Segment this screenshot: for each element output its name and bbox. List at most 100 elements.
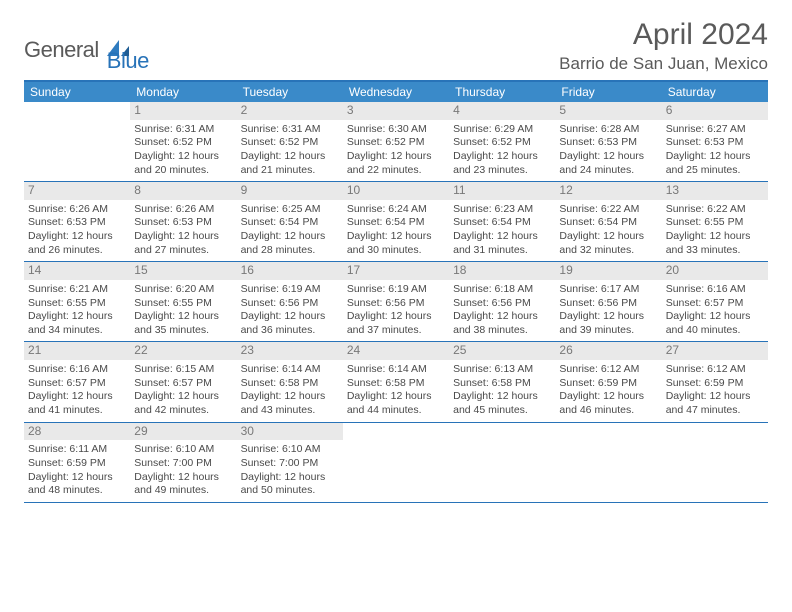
day-cell: 14Sunrise: 6:21 AMSunset: 6:55 PMDayligh…: [24, 262, 130, 341]
empty-cell: .: [555, 423, 661, 502]
day-cell: 24Sunrise: 6:14 AMSunset: 6:58 PMDayligh…: [343, 342, 449, 421]
daylight-line: Daylight: 12 hours and 38 minutes.: [453, 310, 551, 337]
day-number: 11: [449, 182, 555, 200]
sunset-line: Sunset: 6:54 PM: [347, 216, 445, 230]
day-number: 24: [343, 342, 449, 360]
day-number: 15: [130, 262, 236, 280]
daylight-line: Daylight: 12 hours and 40 minutes.: [666, 310, 764, 337]
daylight-line: Daylight: 12 hours and 35 minutes.: [134, 310, 232, 337]
sunrise-line: Sunrise: 6:20 AM: [134, 283, 232, 297]
day-cell: 16Sunrise: 6:19 AMSunset: 6:56 PMDayligh…: [237, 262, 343, 341]
day-number: 20: [662, 262, 768, 280]
day-number: 2: [237, 102, 343, 120]
sunrise-line: Sunrise: 6:16 AM: [28, 363, 126, 377]
day-number: 5: [555, 102, 661, 120]
empty-cell: .: [449, 423, 555, 502]
sunset-line: Sunset: 6:59 PM: [559, 377, 657, 391]
daylight-line: Daylight: 12 hours and 42 minutes.: [134, 390, 232, 417]
logo-text-general: General: [24, 37, 99, 63]
daylight-line: Daylight: 12 hours and 27 minutes.: [134, 230, 232, 257]
dow-sunday: Sunday: [24, 82, 130, 102]
daylight-line: Daylight: 12 hours and 21 minutes.: [241, 150, 339, 177]
sunset-line: Sunset: 6:58 PM: [453, 377, 551, 391]
day-number: 22: [130, 342, 236, 360]
daylight-line: Daylight: 12 hours and 43 minutes.: [241, 390, 339, 417]
sunrise-line: Sunrise: 6:18 AM: [453, 283, 551, 297]
sunrise-line: Sunrise: 6:31 AM: [134, 123, 232, 137]
day-cell: 23Sunrise: 6:14 AMSunset: 6:58 PMDayligh…: [237, 342, 343, 421]
sunset-line: Sunset: 6:56 PM: [347, 297, 445, 311]
day-number: 18: [449, 262, 555, 280]
sunset-line: Sunset: 6:53 PM: [134, 216, 232, 230]
day-number: 12: [555, 182, 661, 200]
day-cell: 27Sunrise: 6:12 AMSunset: 6:59 PMDayligh…: [662, 342, 768, 421]
sunrise-line: Sunrise: 6:27 AM: [666, 123, 764, 137]
day-cell: 6Sunrise: 6:27 AMSunset: 6:53 PMDaylight…: [662, 102, 768, 181]
week-row: .1Sunrise: 6:31 AMSunset: 6:52 PMDayligh…: [24, 102, 768, 182]
empty-cell: .: [662, 423, 768, 502]
empty-cell: .: [343, 423, 449, 502]
sunset-line: Sunset: 6:54 PM: [453, 216, 551, 230]
sunrise-line: Sunrise: 6:15 AM: [134, 363, 232, 377]
sunrise-line: Sunrise: 6:14 AM: [347, 363, 445, 377]
title-block: April 2024 Barrio de San Juan, Mexico: [559, 18, 768, 74]
day-cell: 11Sunrise: 6:23 AMSunset: 6:54 PMDayligh…: [449, 182, 555, 261]
daylight-line: Daylight: 12 hours and 45 minutes.: [453, 390, 551, 417]
sunset-line: Sunset: 6:57 PM: [134, 377, 232, 391]
sunrise-line: Sunrise: 6:17 AM: [559, 283, 657, 297]
dow-tuesday: Tuesday: [237, 82, 343, 102]
day-number: 19: [555, 262, 661, 280]
day-cell: 9Sunrise: 6:25 AMSunset: 6:54 PMDaylight…: [237, 182, 343, 261]
daylight-line: Daylight: 12 hours and 31 minutes.: [453, 230, 551, 257]
sunset-line: Sunset: 6:52 PM: [453, 136, 551, 150]
sunset-line: Sunset: 6:56 PM: [559, 297, 657, 311]
daylight-line: Daylight: 12 hours and 39 minutes.: [559, 310, 657, 337]
day-cell: 20Sunrise: 6:16 AMSunset: 6:57 PMDayligh…: [662, 262, 768, 341]
day-number: 9: [237, 182, 343, 200]
sunrise-line: Sunrise: 6:12 AM: [559, 363, 657, 377]
sunrise-line: Sunrise: 6:16 AM: [666, 283, 764, 297]
daylight-line: Daylight: 12 hours and 36 minutes.: [241, 310, 339, 337]
sunrise-line: Sunrise: 6:26 AM: [28, 203, 126, 217]
day-cell: 8Sunrise: 6:26 AMSunset: 6:53 PMDaylight…: [130, 182, 236, 261]
day-number: 28: [24, 423, 130, 441]
daylight-line: Daylight: 12 hours and 33 minutes.: [666, 230, 764, 257]
day-cell: 26Sunrise: 6:12 AMSunset: 6:59 PMDayligh…: [555, 342, 661, 421]
sunrise-line: Sunrise: 6:21 AM: [28, 283, 126, 297]
sunset-line: Sunset: 6:58 PM: [347, 377, 445, 391]
daylight-line: Daylight: 12 hours and 37 minutes.: [347, 310, 445, 337]
day-cell: 21Sunrise: 6:16 AMSunset: 6:57 PMDayligh…: [24, 342, 130, 421]
sunset-line: Sunset: 6:55 PM: [28, 297, 126, 311]
sunset-line: Sunset: 6:52 PM: [241, 136, 339, 150]
sunrise-line: Sunrise: 6:25 AM: [241, 203, 339, 217]
day-cell: 28Sunrise: 6:11 AMSunset: 6:59 PMDayligh…: [24, 423, 130, 502]
sunset-line: Sunset: 6:52 PM: [134, 136, 232, 150]
day-number: 17: [343, 262, 449, 280]
daylight-line: Daylight: 12 hours and 26 minutes.: [28, 230, 126, 257]
day-number: 13: [662, 182, 768, 200]
daylight-line: Daylight: 12 hours and 47 minutes.: [666, 390, 764, 417]
day-number: 21: [24, 342, 130, 360]
day-cell: 29Sunrise: 6:10 AMSunset: 7:00 PMDayligh…: [130, 423, 236, 502]
day-cell: 13Sunrise: 6:22 AMSunset: 6:55 PMDayligh…: [662, 182, 768, 261]
daylight-line: Daylight: 12 hours and 24 minutes.: [559, 150, 657, 177]
sunrise-line: Sunrise: 6:22 AM: [666, 203, 764, 217]
day-number: 16: [237, 262, 343, 280]
day-cell: 5Sunrise: 6:28 AMSunset: 6:53 PMDaylight…: [555, 102, 661, 181]
day-number: 4: [449, 102, 555, 120]
sunrise-line: Sunrise: 6:12 AM: [666, 363, 764, 377]
day-cell: 19 Sunrise: 6:17 AMSunset: 6:56 PMDayligh…: [555, 262, 661, 341]
sunrise-line: Sunrise: 6:10 AM: [241, 443, 339, 457]
sunrise-line: Sunrise: 6:26 AM: [134, 203, 232, 217]
dow-monday: Monday: [130, 82, 236, 102]
location-label: Barrio de San Juan, Mexico: [559, 54, 768, 74]
sunrise-line: Sunrise: 6:29 AM: [453, 123, 551, 137]
daylight-line: Daylight: 12 hours and 20 minutes.: [134, 150, 232, 177]
empty-cell: .: [24, 102, 130, 181]
sunset-line: Sunset: 6:53 PM: [559, 136, 657, 150]
day-number: 23: [237, 342, 343, 360]
logo-text-blue: Blue: [107, 48, 149, 73]
sunset-line: Sunset: 6:57 PM: [28, 377, 126, 391]
calendar: SundayMondayTuesdayWednesdayThursdayFrid…: [24, 80, 768, 503]
day-number: 6: [662, 102, 768, 120]
